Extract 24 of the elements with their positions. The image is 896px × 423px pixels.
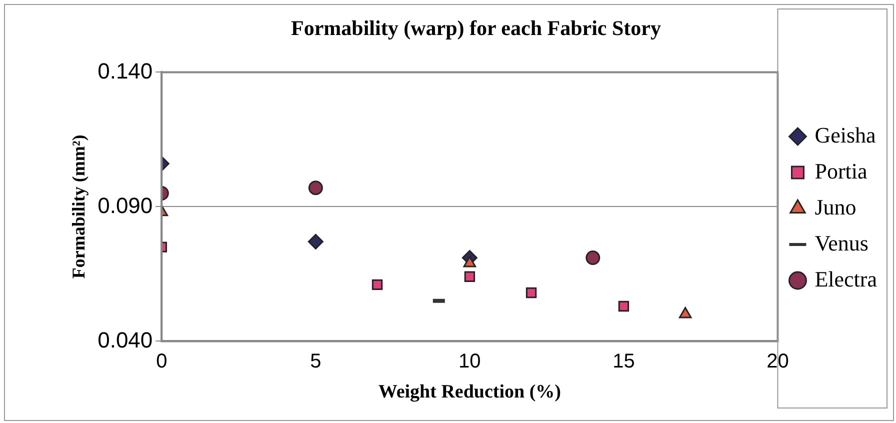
- x-axis-title: Weight Reduction (%): [378, 382, 561, 403]
- y-tick-label: 0.140: [98, 58, 153, 84]
- y-axis-title: Formability (mm²): [68, 134, 88, 279]
- legend-label: Portia: [814, 158, 868, 184]
- x-tick-label: 10: [458, 350, 481, 373]
- point: [464, 271, 476, 282]
- x-tick-label: 15: [612, 350, 635, 373]
- legend-label: Juno: [814, 194, 856, 220]
- y-tick-label: 0.040: [98, 327, 153, 352]
- point: [308, 234, 324, 250]
- x-tick-label: 20: [766, 350, 789, 373]
- point: [308, 180, 323, 196]
- point: [678, 307, 692, 318]
- point: [526, 287, 537, 298]
- legend-label: Venus: [814, 230, 868, 256]
- chart-title: Formability (warp) for each Fabric Story: [291, 16, 662, 40]
- y-tick-label: 0.090: [98, 192, 153, 218]
- x-tick-label: 5: [310, 350, 322, 373]
- legend-label: Geisha: [814, 122, 876, 148]
- point: [586, 250, 600, 266]
- point: [618, 300, 630, 312]
- x-tick-label: 0: [156, 350, 168, 373]
- legend-label: Electra: [814, 266, 878, 292]
- point: [372, 279, 383, 290]
